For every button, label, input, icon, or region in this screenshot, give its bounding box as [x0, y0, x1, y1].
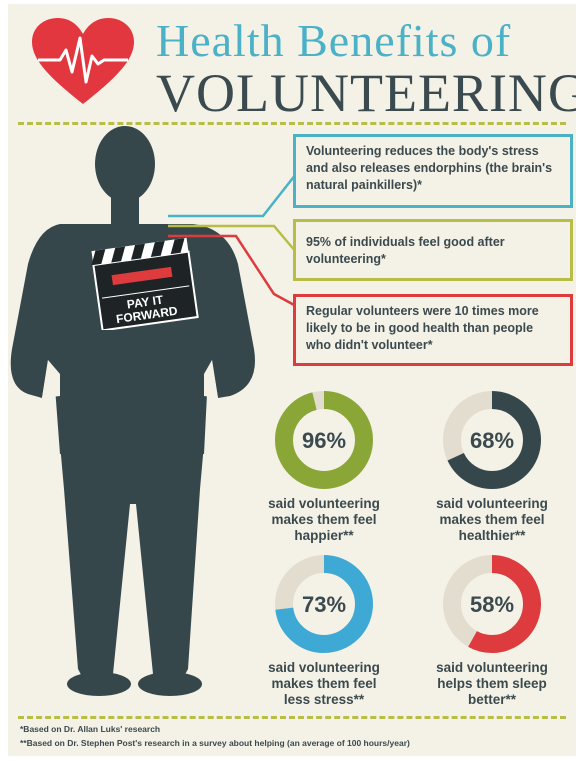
donut-arc	[275, 391, 373, 489]
callout-good-health: Regular volunteers were 10 times more li…	[293, 294, 573, 366]
footnote-2: **Based on Dr. Stephen Post's research i…	[20, 738, 410, 748]
callout-feel-good: 95% of individuals feel good after volun…	[293, 219, 573, 281]
person-silhouette	[10, 126, 255, 696]
donut-arc	[275, 555, 373, 653]
title-line1: Health Benefits of	[156, 15, 512, 66]
stat-label: said volunteering makes them feel happier*…	[268, 496, 380, 543]
donut-arc	[443, 555, 541, 653]
donut-value: 58%	[470, 592, 514, 617]
donut-value: 68%	[470, 428, 514, 453]
stat-less-stress: 73% said volunteering makes them feel less…	[254, 552, 394, 708]
donut-chart: 96%	[275, 391, 373, 489]
stat-label: said volunteering makes them feel healthie…	[436, 496, 548, 543]
heart-icon	[32, 18, 134, 104]
donut-chart: 73%	[275, 555, 373, 653]
stat-label: said volunteering makes them feel less str…	[268, 660, 380, 707]
donut-value: 96%	[302, 428, 346, 453]
donut-chart: 68%	[443, 391, 541, 489]
footer-divider	[18, 716, 566, 719]
stat-happier: 96% said volunteering makes them feel happ…	[254, 388, 394, 544]
donut-arc	[443, 391, 541, 489]
footnote-1: *Based on Dr. Allan Luks' research	[20, 724, 161, 734]
infographic: Health Benefits of VOLUNTEERING	[8, 4, 576, 756]
title-line2: VOLUNTEERING	[156, 63, 576, 123]
stat-label: said volunteering helps them sleep better*…	[436, 660, 548, 707]
callout-stress: Volunteering reduces the body's stress a…	[293, 134, 573, 208]
donut-chart: 58%	[443, 555, 541, 653]
stat-healthier: 68% said volunteering makes them feel heal…	[422, 388, 562, 544]
callout-connectors	[168, 173, 297, 308]
stat-sleep-better: 58% said volunteering helps them sleep bet…	[422, 552, 562, 708]
title-divider	[18, 122, 566, 125]
donut-value: 73%	[302, 592, 346, 617]
